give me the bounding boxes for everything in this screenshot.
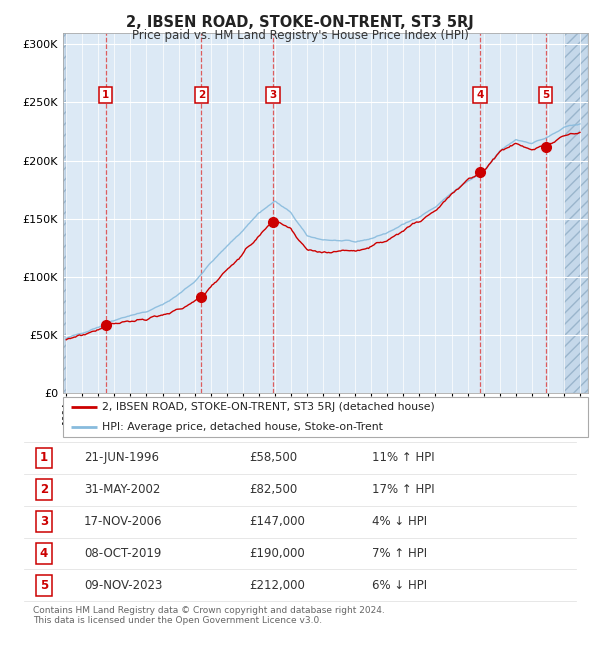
Text: 3: 3 (40, 515, 48, 528)
Text: 4: 4 (476, 90, 484, 100)
Text: 3: 3 (269, 90, 277, 100)
Text: 11% ↑ HPI: 11% ↑ HPI (372, 451, 434, 464)
Text: £190,000: £190,000 (249, 547, 305, 560)
Text: 6% ↓ HPI: 6% ↓ HPI (372, 578, 427, 592)
Text: £212,000: £212,000 (249, 578, 305, 592)
Text: £58,500: £58,500 (249, 451, 297, 464)
Text: 17% ↑ HPI: 17% ↑ HPI (372, 484, 434, 497)
Text: 2, IBSEN ROAD, STOKE-ON-TRENT, ST3 5RJ (detached house): 2, IBSEN ROAD, STOKE-ON-TRENT, ST3 5RJ (… (103, 402, 435, 412)
Text: 2: 2 (198, 90, 205, 100)
Text: £147,000: £147,000 (249, 515, 305, 528)
Bar (63, 32, 66, 393)
Text: 7% ↑ HPI: 7% ↑ HPI (372, 547, 427, 560)
Text: 17-NOV-2006: 17-NOV-2006 (84, 515, 163, 528)
Text: 4: 4 (40, 547, 48, 560)
Bar (564, 32, 588, 393)
Text: 31-MAY-2002: 31-MAY-2002 (84, 484, 160, 497)
Text: 5: 5 (40, 578, 48, 592)
Text: 21-JUN-1996: 21-JUN-1996 (84, 451, 159, 464)
Text: 08-OCT-2019: 08-OCT-2019 (84, 547, 161, 560)
Text: HPI: Average price, detached house, Stoke-on-Trent: HPI: Average price, detached house, Stok… (103, 422, 383, 432)
Text: 09-NOV-2023: 09-NOV-2023 (84, 578, 163, 592)
Text: 1: 1 (40, 451, 48, 464)
Text: £82,500: £82,500 (249, 484, 297, 497)
Text: Contains HM Land Registry data © Crown copyright and database right 2024.
This d: Contains HM Land Registry data © Crown c… (33, 606, 385, 625)
Text: Price paid vs. HM Land Registry's House Price Index (HPI): Price paid vs. HM Land Registry's House … (131, 29, 469, 42)
Text: 5: 5 (542, 90, 549, 100)
Text: 2, IBSEN ROAD, STOKE-ON-TRENT, ST3 5RJ: 2, IBSEN ROAD, STOKE-ON-TRENT, ST3 5RJ (126, 15, 474, 30)
Text: 2: 2 (40, 484, 48, 497)
Text: 4% ↓ HPI: 4% ↓ HPI (372, 515, 427, 528)
Text: 1: 1 (102, 90, 109, 100)
